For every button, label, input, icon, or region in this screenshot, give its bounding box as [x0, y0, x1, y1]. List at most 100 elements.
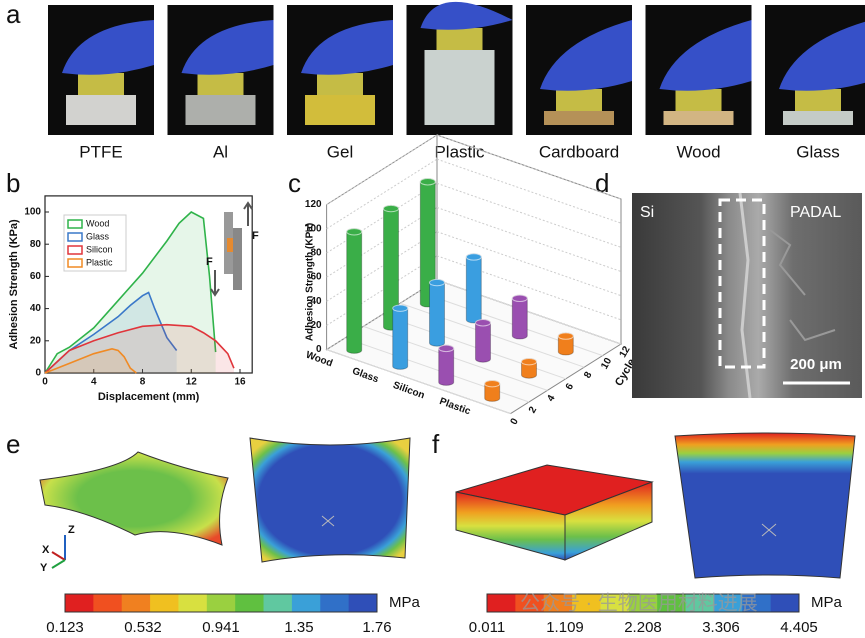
category-label: Plastic: [438, 396, 472, 418]
panel-label: f: [432, 429, 440, 459]
bar-cap: [475, 319, 491, 327]
panel-label: b: [6, 168, 20, 198]
colorbar-cell: [713, 594, 743, 612]
panel-label: a: [6, 0, 21, 29]
z-tick-label: 80: [310, 248, 322, 259]
grid-line: [436, 231, 622, 297]
grid-line: [436, 207, 622, 272]
colorbar-tick: 0.941: [202, 619, 240, 636]
y-tick-label: 0: [35, 368, 41, 379]
z-tick-label: 120: [305, 199, 322, 210]
axis-arrow: [51, 551, 66, 561]
colorbar-tick: 0.532: [124, 619, 162, 636]
legend-label: Wood: [86, 218, 109, 228]
y-axis-label: Adhesion Strength (KPa): [8, 219, 20, 350]
grid-line: [326, 182, 438, 254]
glove: [659, 20, 752, 91]
grid-line: [326, 134, 438, 206]
center-mark: [321, 515, 335, 527]
substrate: [783, 111, 853, 125]
x-tick-label: 12: [618, 344, 633, 360]
colorbar-tick: 1.76: [362, 619, 391, 636]
colorbar-cell: [657, 594, 687, 612]
micro-label: PADAL: [790, 204, 841, 221]
photo-row: PTFE Al Gel Plastic Cardboard Wood Glass: [48, 1, 865, 161]
y-tick-label: 80: [30, 239, 42, 250]
bar: [346, 228, 363, 354]
bar: [465, 253, 482, 324]
fea-shape: [674, 432, 856, 579]
grid-line: [326, 207, 438, 278]
z-tick-label: 20: [310, 320, 322, 331]
x-tick-label: 0: [509, 416, 522, 427]
gel: [317, 73, 363, 95]
substrate: [424, 50, 495, 125]
x-tick-label: 4: [91, 377, 97, 388]
x-tick-label: 0: [42, 377, 48, 388]
substrate: [185, 95, 256, 125]
line: [44, 323, 235, 374]
colorbar-cell: [93, 594, 123, 612]
glove: [779, 21, 865, 91]
micrograph: Si PADAL 200 μm: [632, 192, 862, 399]
y-tick-label: 20: [30, 335, 42, 346]
substrate: [305, 95, 375, 125]
grid-line: [436, 134, 622, 200]
colorbar-frame: [64, 593, 378, 613]
bar-cap: [511, 294, 528, 303]
colorbar-tick: 0.011: [469, 619, 505, 636]
z-tick-label: 60: [310, 272, 322, 283]
scale-label: 200 μm: [790, 356, 842, 373]
gel: [197, 73, 244, 95]
area: [45, 348, 137, 373]
colorbar-tick: 1.35: [284, 619, 313, 636]
y-tick-label: 40: [30, 303, 42, 314]
bar-cap: [419, 178, 436, 186]
x-tick-label: 4: [545, 393, 558, 404]
axis-letter: Y: [40, 562, 48, 574]
colorbar-cell: [600, 594, 630, 612]
legend-swatch: [67, 258, 83, 268]
glove: [420, 1, 513, 30]
line: [44, 348, 137, 374]
grid-line: [436, 182, 622, 248]
z-tick-label: 100: [305, 223, 322, 234]
substrate: [544, 111, 614, 125]
texture: [769, 229, 836, 342]
colorbar-cell: [150, 594, 179, 612]
bar-cap: [438, 344, 455, 353]
y-tick-label: 100: [24, 207, 41, 218]
glove: [62, 20, 154, 75]
colorbar-cell: [685, 594, 715, 612]
plot-frame: [44, 195, 253, 374]
axis-arrow: [51, 559, 66, 569]
inset-arrow: [210, 270, 220, 297]
colorbar-cell: [628, 594, 658, 612]
colorbar-cell: [320, 594, 350, 612]
category-label: Silicon: [391, 380, 426, 402]
gel: [78, 73, 124, 95]
photo-label: Al: [213, 142, 228, 161]
colorbar-cell: [572, 594, 601, 612]
panel-labels: a b c d e f: [6, 0, 609, 459]
fea-shape: [39, 451, 229, 546]
bar-cap: [557, 332, 574, 340]
legend-label: Silicon: [86, 244, 113, 254]
colorbar-tick: 4.405: [780, 619, 818, 636]
force-label: F: [252, 230, 259, 242]
gel: [675, 89, 722, 111]
bar-cap: [521, 358, 537, 366]
substrate: [663, 111, 734, 125]
colorbar-tick: 0.123: [46, 619, 84, 636]
gel: [556, 89, 602, 111]
bar: [392, 304, 409, 370]
grid-line: [326, 349, 511, 415]
colorbar-unit: MPa: [389, 594, 421, 611]
legend-swatch: [67, 219, 83, 229]
colorbar-cell: [770, 594, 800, 612]
photo-label: Cardboard: [539, 142, 619, 161]
x-tick-label: 10: [599, 356, 614, 372]
fea-shape: [564, 481, 653, 561]
colorbar-cell: [487, 594, 516, 612]
